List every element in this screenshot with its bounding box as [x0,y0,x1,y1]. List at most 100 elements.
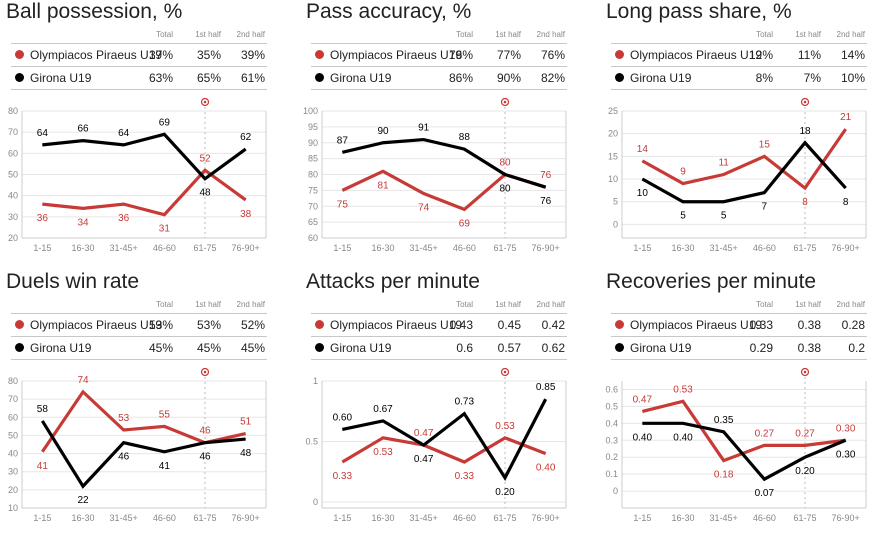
soccer-ball-icon [500,367,510,377]
data-label: 0.53 [673,384,693,395]
team-color-dot-icon [15,320,24,329]
data-label: 0.27 [755,428,775,439]
table-header: Total 1st half 2nd half [611,26,867,43]
x-tick-label: 16-30 [671,243,694,253]
data-label: 0.30 [836,449,856,460]
y-tick-label: 40 [8,191,18,201]
team-color-dot-icon [615,320,624,329]
y-tick-label: 80 [308,170,318,180]
team-color-dot-icon [15,73,24,82]
x-tick-label: 76-90+ [532,243,560,253]
data-label: 0.30 [836,423,856,434]
table-row: Girona U19 86% 90% 82% [311,66,567,90]
data-label: 0.47 [633,394,653,405]
y-tick-label: 20 [8,485,18,495]
value-second-half: 82% [540,71,565,85]
table-row: Olympiacos Piraeus U19 37% 35% 39% [11,43,267,66]
line-chart: 0 5 10 15 20 25 1-15 16-30 31-45+ 46-60 61-75 76-90… [608,97,867,253]
series-line-olympiacos [341,436,547,464]
team-color-dot-icon [615,343,624,352]
value-first-half: 53% [196,318,221,332]
data-label: 0.53 [373,447,393,458]
x-tick-label: 46-60 [453,513,476,523]
team-color-dot-icon [315,320,324,329]
y-tick-label: 95 [308,122,318,132]
y-tick-label: 0.2 [605,452,618,462]
x-tick-label: 76-90+ [232,513,260,523]
data-label: 0.40 [633,432,653,443]
value-second-half: 0.62 [541,341,565,355]
value-first-half: 7% [803,71,821,85]
value-first-half: 11% [797,48,821,62]
y-tick-label: 0.4 [605,418,618,428]
x-tick-label: 31-45+ [710,243,738,253]
data-label: 0.33 [455,471,475,482]
data-label: 0.40 [673,432,693,443]
table-row: Olympiacos Piraeus U19 12% 11% 14% [611,43,867,66]
x-tick-label: 76-90+ [532,513,560,523]
value-total: 76% [448,48,473,62]
data-label: 0.18 [714,470,734,481]
header-second-half: 2nd half [836,30,865,39]
line-chart: 0 0.5 1 1-15 16-30 31-45+ 46-60 61-75 76-90+ 0.33… [305,367,567,523]
data-label: 0.20 [795,466,815,477]
table-row: Olympiacos Piraeus U19 76% 77% 76% [311,43,567,66]
table-row: Olympiacos Piraeus U19 53% 53% 52% [11,313,267,336]
series-line-girona [641,140,847,204]
table-header: Total 1st half 2nd half [11,26,267,43]
x-tick-label: 76-90+ [232,243,260,253]
table-header: Total 1st half 2nd half [611,296,867,313]
chart-title: Ball possession, % [6,0,183,23]
data-label: 0.33 [333,471,353,482]
chart-title: Duels win rate [6,270,140,293]
header-second-half: 2nd half [236,300,265,309]
stats-table: Total 1st half 2nd half Olympiacos Pirae… [311,296,567,360]
chart-title: Long pass share, % [606,0,792,23]
header-total: Total [456,300,473,309]
y-tick-label: 60 [308,233,318,243]
x-tick-label: 46-60 [153,513,176,523]
data-label: 51 [240,417,252,428]
header-total: Total [456,30,473,39]
y-tick-label: 30 [8,467,18,477]
x-tick-label: 61-75 [493,513,516,523]
x-tick-label: 31-45+ [710,513,738,523]
x-tick-label: 61-75 [793,243,816,253]
x-tick-label: 16-30 [71,243,94,253]
table-header: Total 1st half 2nd half [11,296,267,313]
header-first-half: 1st half [795,30,821,39]
data-label: 0.27 [795,428,815,439]
panel-pass-accuracy: Pass accuracy, % Total 1st half 2nd half… [300,0,580,265]
soccer-ball-icon [500,97,510,107]
y-tick-label: 0.6 [605,384,618,394]
x-tick-label: 61-75 [193,243,216,253]
team-name: Olympiacos Piraeus U19 [330,48,463,62]
y-tick-label: 80 [8,106,18,116]
y-tick-label: 20 [608,129,618,139]
value-first-half: 35% [196,48,221,62]
y-tick-label: 0 [313,497,318,507]
data-label: 34 [77,217,89,228]
x-tick-label: 61-75 [493,243,516,253]
x-tick-label: 1-15 [633,243,651,253]
x-tick-label: 46-60 [753,243,776,253]
x-tick-label: 61-75 [193,513,216,523]
stats-table: Total 1st half 2nd half Olympiacos Pirae… [311,26,567,90]
y-tick-label: 85 [308,154,318,164]
data-label: 46 [199,452,211,463]
y-tick-label: 20 [8,233,18,243]
data-label: 38 [240,209,252,220]
x-tick-label: 61-75 [793,513,816,523]
x-tick-label: 16-30 [671,513,694,523]
data-label: 0.40 [536,463,556,474]
table-row: Girona U19 0.29 0.38 0.2 [611,336,867,360]
x-tick-label: 16-30 [71,513,94,523]
value-total: 63% [148,71,173,85]
x-tick-label: 16-30 [371,513,394,523]
data-label: 0.53 [495,421,515,432]
data-label: 0.60 [333,412,353,423]
data-label: 15 [759,139,771,150]
data-label: 46 [118,452,130,463]
header-first-half: 1st half [495,300,521,309]
value-second-half: 61% [240,71,265,85]
